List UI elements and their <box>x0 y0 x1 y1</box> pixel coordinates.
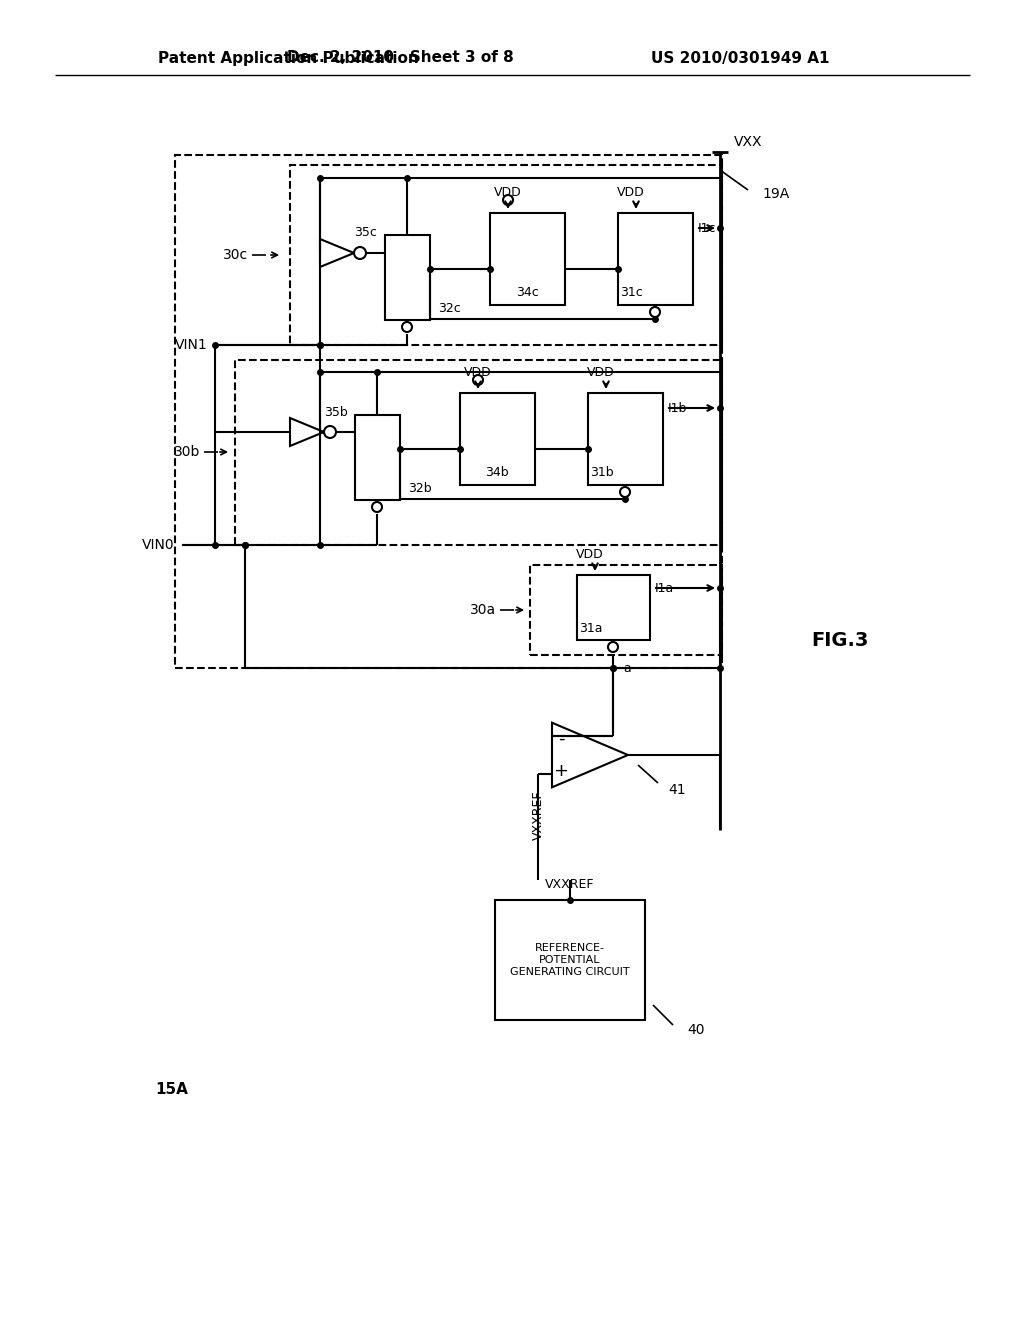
Text: -: - <box>558 730 564 748</box>
Bar <box>588 393 663 484</box>
Text: 31a: 31a <box>579 622 602 635</box>
Text: VDD: VDD <box>587 367 614 380</box>
Text: Dec. 2, 2010   Sheet 3 of 8: Dec. 2, 2010 Sheet 3 of 8 <box>287 50 513 66</box>
Bar <box>530 565 722 655</box>
Bar <box>385 235 430 319</box>
Text: 32b: 32b <box>408 482 432 495</box>
Text: Patent Application Publication: Patent Application Publication <box>158 50 419 66</box>
Text: VXX: VXX <box>734 135 763 149</box>
Text: 34b: 34b <box>485 466 509 479</box>
Bar <box>290 165 722 345</box>
Text: I1b: I1b <box>668 401 687 414</box>
Text: FIG.3: FIG.3 <box>811 631 868 649</box>
Text: VIN0: VIN0 <box>142 539 175 552</box>
Text: 34c: 34c <box>516 286 539 300</box>
Text: VDD: VDD <box>577 549 604 561</box>
Text: 15A: 15A <box>155 1082 187 1097</box>
Text: 35b: 35b <box>324 405 348 418</box>
Bar <box>618 213 693 305</box>
Text: 31b: 31b <box>590 466 613 479</box>
Bar <box>355 414 400 500</box>
Text: 30b: 30b <box>174 445 200 459</box>
Text: VDD: VDD <box>495 186 522 199</box>
Text: I1c: I1c <box>698 222 717 235</box>
Text: 31c: 31c <box>620 286 643 300</box>
Text: 30a: 30a <box>470 603 496 616</box>
Text: 32c: 32c <box>438 301 461 314</box>
Text: I1a: I1a <box>655 582 674 594</box>
Text: 30c: 30c <box>223 248 248 261</box>
Text: a: a <box>623 661 631 675</box>
Text: 35c: 35c <box>354 227 377 239</box>
Bar <box>495 900 645 1020</box>
Text: 40: 40 <box>687 1023 705 1038</box>
Bar <box>234 360 722 545</box>
Text: 41: 41 <box>668 783 686 797</box>
Text: US 2010/0301949 A1: US 2010/0301949 A1 <box>650 50 829 66</box>
Bar <box>577 576 650 640</box>
Bar <box>490 213 565 305</box>
Text: +: + <box>554 762 568 780</box>
Text: REFERENCE-
POTENTIAL
GENERATING CIRCUIT: REFERENCE- POTENTIAL GENERATING CIRCUIT <box>510 944 630 977</box>
Text: VDD: VDD <box>464 367 492 380</box>
Bar <box>175 154 722 668</box>
Bar <box>460 393 535 484</box>
Text: 19A: 19A <box>762 187 790 201</box>
Text: VXXREF: VXXREF <box>545 878 595 891</box>
Text: VIN1: VIN1 <box>175 338 208 352</box>
Text: VDD: VDD <box>617 186 645 199</box>
Text: VXXREF: VXXREF <box>531 791 545 840</box>
